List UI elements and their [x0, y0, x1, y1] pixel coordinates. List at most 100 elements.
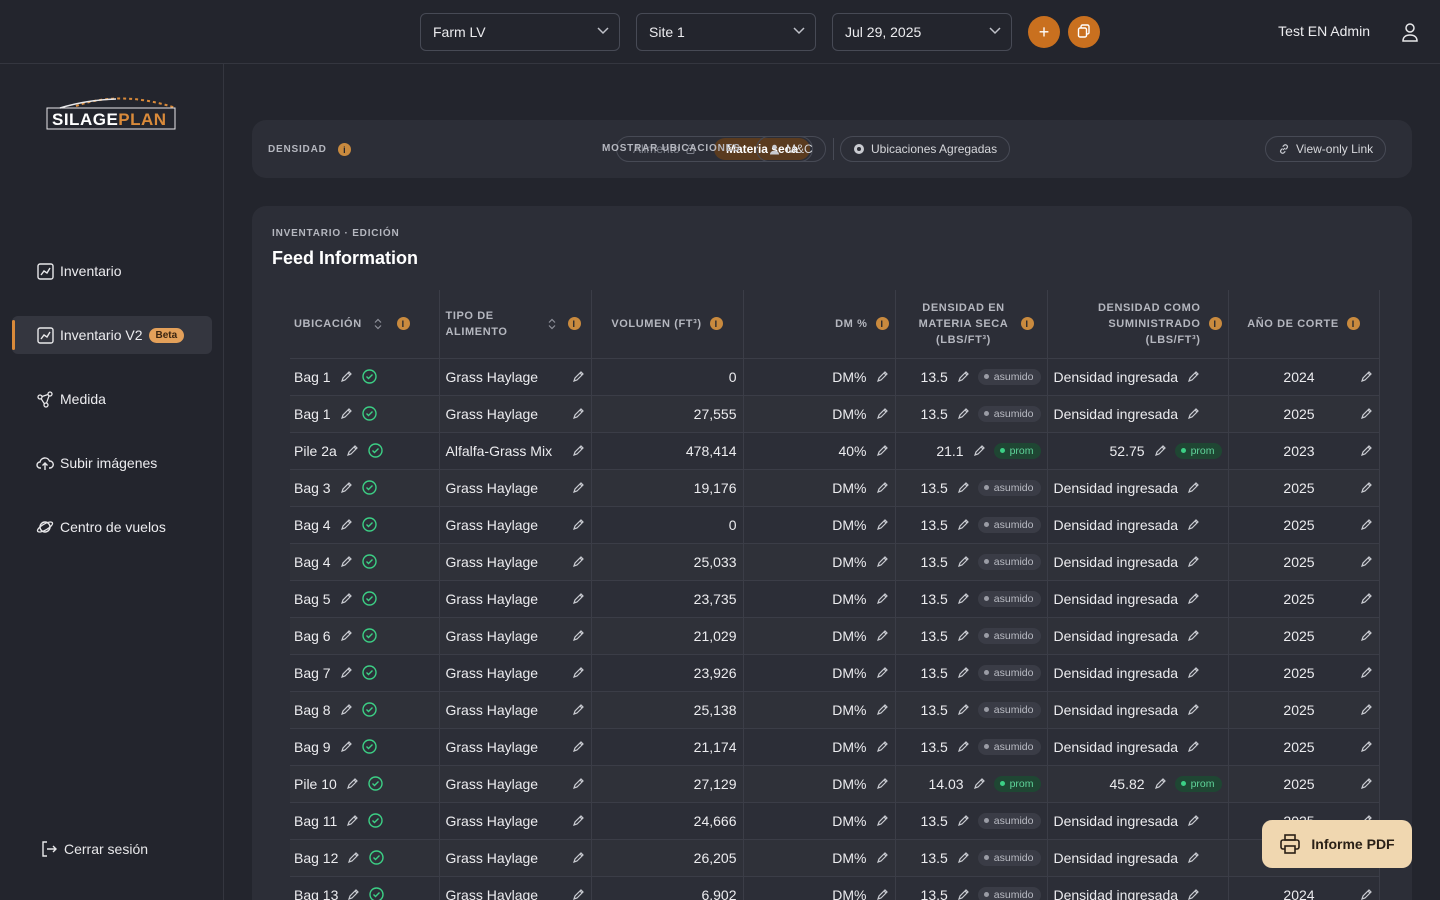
pencil-icon[interactable] — [876, 555, 889, 568]
pencil-icon[interactable] — [973, 777, 986, 790]
pencil-icon[interactable] — [1360, 370, 1373, 383]
pencil-icon[interactable] — [572, 666, 585, 679]
pencil-icon[interactable] — [572, 407, 585, 420]
pencil-icon[interactable] — [1187, 555, 1200, 568]
pencil-icon[interactable] — [876, 592, 889, 605]
info-icon[interactable]: i — [709, 317, 723, 331]
pencil-icon[interactable] — [957, 592, 970, 605]
aggregated-locations-chip[interactable]: Ubicaciones Agregadas — [840, 136, 1011, 162]
mc-chip[interactable]: M&C — [756, 136, 826, 162]
pencil-icon[interactable] — [340, 518, 353, 531]
pencil-icon[interactable] — [957, 518, 970, 531]
pencil-icon[interactable] — [1187, 703, 1200, 716]
pencil-icon[interactable] — [1360, 592, 1373, 605]
pencil-icon[interactable] — [1154, 444, 1167, 457]
pdf-report-button[interactable]: Informe PDF — [1262, 820, 1412, 868]
pencil-icon[interactable] — [1187, 370, 1200, 383]
pencil-icon[interactable] — [957, 629, 970, 642]
pencil-icon[interactable] — [1360, 629, 1373, 642]
pencil-icon[interactable] — [347, 888, 360, 900]
pencil-icon[interactable] — [1360, 666, 1373, 679]
pencil-icon[interactable] — [876, 481, 889, 494]
pencil-icon[interactable] — [340, 740, 353, 753]
pencil-icon[interactable] — [957, 814, 970, 827]
pencil-icon[interactable] — [1360, 444, 1373, 457]
pencil-icon[interactable] — [876, 740, 889, 753]
pencil-icon[interactable] — [1187, 888, 1200, 900]
pencil-icon[interactable] — [876, 888, 889, 900]
pencil-icon[interactable] — [340, 555, 353, 568]
pencil-icon[interactable] — [876, 370, 889, 383]
pencil-icon[interactable] — [876, 407, 889, 420]
pencil-icon[interactable] — [572, 888, 585, 900]
pencil-icon[interactable] — [1187, 814, 1200, 827]
info-icon[interactable]: i — [567, 317, 581, 331]
pencil-icon[interactable] — [876, 814, 889, 827]
pencil-icon[interactable] — [340, 481, 353, 494]
logout-button[interactable]: Cerrar sesión — [40, 840, 148, 858]
pencil-icon[interactable] — [876, 777, 889, 790]
column-header-ubicacion[interactable]: UBICACIÓN i — [290, 290, 440, 359]
farm-select[interactable]: Farm LV — [420, 13, 620, 51]
pencil-icon[interactable] — [1187, 666, 1200, 679]
pencil-icon[interactable] — [876, 629, 889, 642]
pencil-icon[interactable] — [1360, 740, 1373, 753]
pencil-icon[interactable] — [572, 851, 585, 864]
pencil-icon[interactable] — [1360, 888, 1373, 900]
pencil-icon[interactable] — [1360, 518, 1373, 531]
pencil-icon[interactable] — [340, 666, 353, 679]
pencil-icon[interactable] — [1360, 555, 1373, 568]
pencil-icon[interactable] — [1187, 851, 1200, 864]
pencil-icon[interactable] — [1360, 481, 1373, 494]
pencil-icon[interactable] — [876, 518, 889, 531]
pencil-icon[interactable] — [1187, 629, 1200, 642]
pencil-icon[interactable] — [572, 481, 585, 494]
info-icon[interactable]: i — [1346, 317, 1360, 331]
copy-button[interactable] — [1068, 16, 1100, 48]
sort-icon[interactable] — [548, 318, 556, 330]
pencil-icon[interactable] — [340, 703, 353, 716]
density-option-materia-seca[interactable]: Materia seca — [713, 138, 810, 160]
pencil-icon[interactable] — [957, 555, 970, 568]
pencil-icon[interactable] — [957, 481, 970, 494]
pencil-icon[interactable] — [1187, 407, 1200, 420]
sidebar-item-subir-imagenes[interactable]: Subir imágenes — [12, 444, 212, 482]
pencil-icon[interactable] — [346, 777, 359, 790]
pencil-icon[interactable] — [1154, 777, 1167, 790]
pencil-icon[interactable] — [876, 444, 889, 457]
sidebar-item-inventario-v2[interactable]: Inventario V2 Beta — [12, 316, 212, 354]
sidebar-item-inventario[interactable]: Inventario — [12, 252, 212, 290]
pencil-icon[interactable] — [1187, 740, 1200, 753]
pencil-icon[interactable] — [876, 851, 889, 864]
pencil-icon[interactable] — [572, 370, 585, 383]
pencil-icon[interactable] — [340, 629, 353, 642]
pencil-icon[interactable] — [347, 851, 360, 864]
pencil-icon[interactable] — [346, 444, 359, 457]
pencil-icon[interactable] — [876, 666, 889, 679]
info-icon[interactable]: i — [338, 143, 352, 156]
pencil-icon[interactable] — [957, 666, 970, 679]
site-select[interactable]: Site 1 — [636, 13, 816, 51]
view-only-link-button[interactable]: View-only Link — [1265, 136, 1387, 162]
pencil-icon[interactable] — [957, 740, 970, 753]
pencil-icon[interactable] — [572, 814, 585, 827]
pencil-icon[interactable] — [1360, 777, 1373, 790]
pencil-icon[interactable] — [957, 703, 970, 716]
pencil-icon[interactable] — [1187, 592, 1200, 605]
sort-icon[interactable] — [374, 318, 382, 330]
pencil-icon[interactable] — [1187, 481, 1200, 494]
pencil-icon[interactable] — [957, 851, 970, 864]
pencil-icon[interactable] — [973, 444, 986, 457]
pencil-icon[interactable] — [957, 888, 970, 900]
column-header-tipo-de-alimento[interactable]: TIPO DE ALIMENTO i — [439, 290, 592, 359]
pencil-icon[interactable] — [572, 555, 585, 568]
pencil-icon[interactable] — [346, 814, 359, 827]
pencil-icon[interactable] — [572, 518, 585, 531]
pencil-icon[interactable] — [1187, 518, 1200, 531]
pencil-icon[interactable] — [1360, 407, 1373, 420]
density-option-alimento[interactable]: Alimento — [619, 142, 709, 156]
pencil-icon[interactable] — [957, 370, 970, 383]
pencil-icon[interactable] — [957, 407, 970, 420]
info-icon[interactable]: i — [396, 317, 410, 331]
pencil-icon[interactable] — [340, 407, 353, 420]
